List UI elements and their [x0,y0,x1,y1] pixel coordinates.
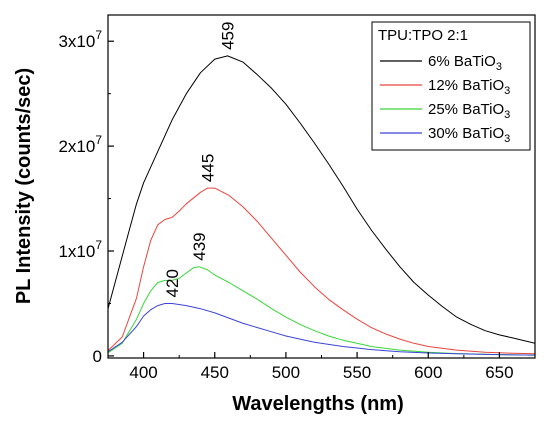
legend-entry: 12% BaTiO3 [428,77,510,97]
y-tick-label: 1x107 [58,238,102,261]
series-line-2 [108,187,535,355]
peak-label: 459 [219,22,238,50]
legend-title: TPU:TPO 2:1 [378,27,468,44]
x-tick-label: 450 [201,363,229,382]
x-tick-label: 400 [129,363,157,382]
axes: 400 450 500 550 600 650 0 1x107 2x107 3x107 [58,14,536,382]
x-tick-label: 550 [343,363,371,382]
y-axis-title: PL Intensity (counts/sec) [13,68,35,304]
y-tick-label: 3x107 [58,28,102,51]
peak-annotations: 459 445 439 420 [163,22,238,298]
x-tick-label: 500 [272,363,300,382]
y-tick-label: 0 [93,347,102,366]
series-line-4 [108,303,535,356]
series-group [108,55,535,356]
x-axis-title: Wavelengths (nm) [232,393,404,415]
series-line-1 [108,55,535,344]
legend-entry: 30% BaTiO3 [428,125,510,145]
x-tick-label: 650 [485,363,513,382]
peak-label: 420 [163,269,182,297]
peak-label: 439 [190,232,209,260]
peak-label: 445 [199,154,218,182]
legend-box [371,21,531,151]
x-tick-label: 600 [414,363,442,382]
legend: TPU:TPO 2:1 6% BaTiO3 12% BaTiO3 25% BaTiO3… [371,21,531,151]
legend-entry: 6% BaTiO3 [428,53,502,73]
y-tick-label: 2x107 [58,133,102,156]
legend-entry: 25% BaTiO3 [428,101,510,121]
series-line-3 [108,266,535,356]
